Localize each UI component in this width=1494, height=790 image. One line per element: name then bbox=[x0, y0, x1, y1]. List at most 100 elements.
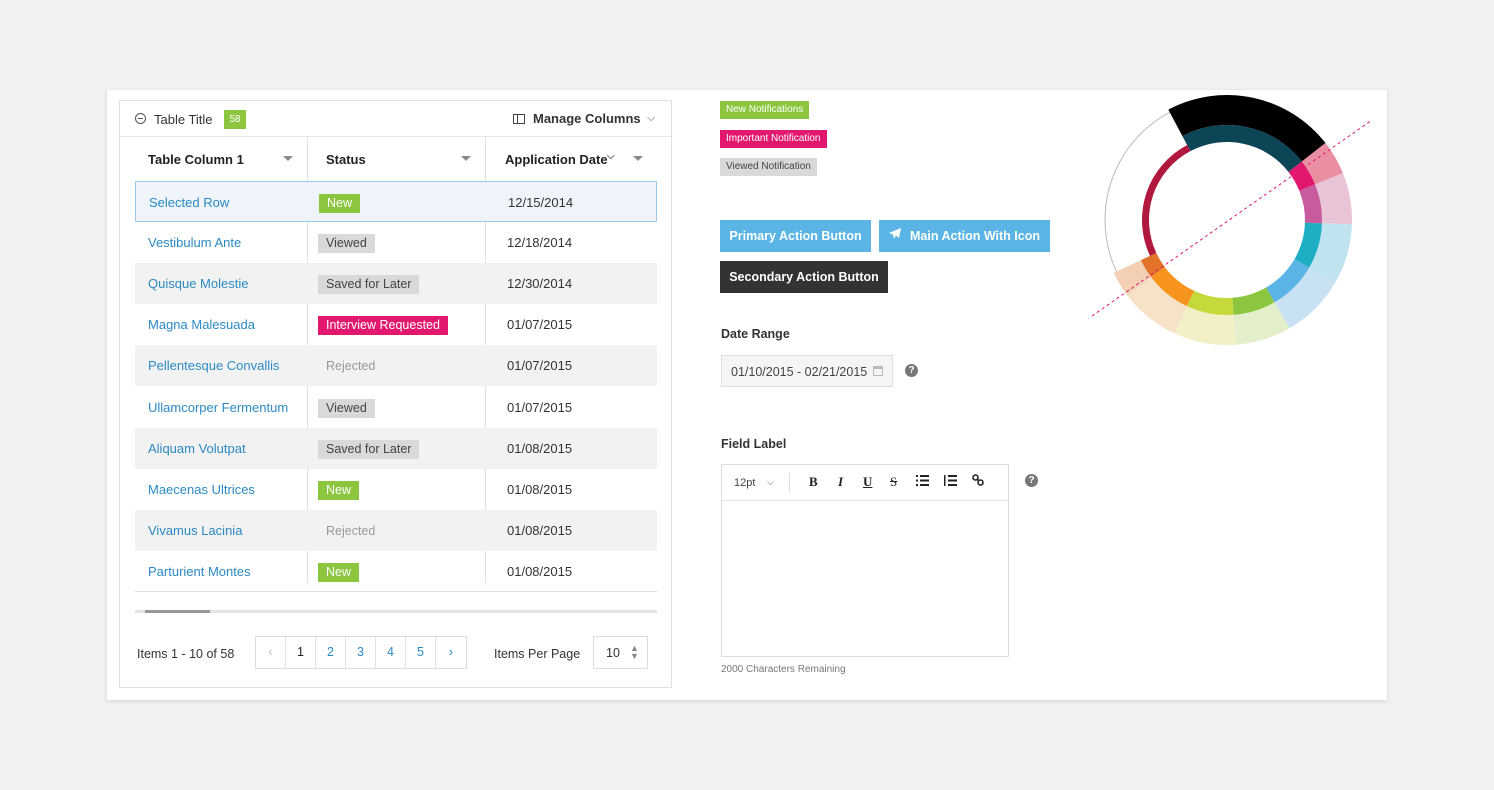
status-badge: New bbox=[319, 194, 361, 213]
ring-segment bbox=[1182, 125, 1302, 172]
ring-segment bbox=[1140, 252, 1165, 278]
sort-arrow-icon[interactable] bbox=[633, 156, 643, 161]
ring-segment bbox=[1294, 222, 1322, 268]
collapse-icon[interactable] bbox=[135, 113, 146, 124]
application-date: 01/07/2015 bbox=[507, 399, 573, 415]
table-row[interactable]: Parturient Montes New 01/08/2015 bbox=[135, 551, 657, 592]
application-date: 12/30/2014 bbox=[507, 276, 573, 292]
link-icon[interactable] bbox=[972, 474, 984, 489]
editor-toolbar: 12pt ⌵ B I U S bbox=[722, 465, 1008, 501]
columns-icon[interactable] bbox=[513, 114, 525, 124]
row-name-link[interactable]: Selected Row bbox=[149, 195, 230, 210]
page-button-4[interactable]: 4 bbox=[376, 637, 406, 668]
strikethrough-button[interactable]: S bbox=[890, 474, 898, 489]
table-header-bar: Table Title 58 Manage Columns ⌵ bbox=[120, 101, 671, 137]
horizontal-scrollbar[interactable] bbox=[135, 610, 657, 613]
application-date: 01/08/2015 bbox=[507, 440, 573, 456]
table-row[interactable]: Ullamcorper Fermentum Viewed 01/07/2015 bbox=[135, 387, 657, 428]
row-name-link[interactable]: Magna Malesuada bbox=[148, 317, 255, 333]
row-name-link[interactable]: Parturient Montes bbox=[148, 563, 251, 579]
help-icon[interactable]: ? bbox=[1025, 474, 1038, 487]
bold-button[interactable]: B bbox=[809, 474, 818, 489]
numbered-list-icon[interactable] bbox=[944, 474, 957, 489]
status-badge: Viewed bbox=[318, 398, 375, 418]
status-badge: New bbox=[318, 562, 360, 582]
row-name-link[interactable]: Maecenas Ultrices bbox=[148, 481, 255, 497]
date-range-input[interactable]: 01/10/2015 - 02/21/2015 bbox=[721, 355, 893, 387]
underline-button[interactable]: U bbox=[863, 474, 873, 489]
row-name-link[interactable]: Quisque Molestie bbox=[148, 276, 249, 292]
application-date: 01/08/2015 bbox=[507, 481, 573, 497]
items-per-page-label: Items Per Page bbox=[494, 647, 581, 661]
paper-plane-icon bbox=[889, 220, 902, 252]
application-date: 12/15/2014 bbox=[508, 195, 574, 210]
table-row[interactable]: Vivamus Lacinia Rejected 01/08/2015 bbox=[135, 509, 657, 551]
column-header-label: Table Column 1 bbox=[148, 152, 244, 167]
column-header-1[interactable]: Table Column 1 bbox=[135, 137, 307, 181]
row-name-link[interactable]: Aliquam Volutpat bbox=[148, 440, 246, 456]
table-row[interactable]: Aliquam Volutpat Saved for Later 01/08/201… bbox=[135, 427, 657, 469]
help-icon[interactable]: ? bbox=[905, 364, 918, 377]
important-notification-badge[interactable]: Important Notification bbox=[720, 130, 827, 148]
font-size-select[interactable]: 12pt bbox=[734, 477, 756, 489]
ring-segment bbox=[1142, 144, 1191, 256]
new-notification-badge[interactable]: New Notifications bbox=[720, 101, 810, 119]
column-header-date[interactable]: Application Date ⌵ bbox=[492, 137, 662, 181]
prev-page-button[interactable]: ‹ bbox=[256, 637, 286, 668]
button-label: Main Action With Icon bbox=[910, 229, 1040, 243]
status-badge: Saved for Later bbox=[318, 439, 420, 459]
diagonal-guide-line bbox=[1092, 119, 1373, 317]
ring-segment bbox=[1232, 287, 1275, 315]
sort-arrow-icon[interactable] bbox=[461, 156, 471, 161]
table-row[interactable]: Vestibulum Ante Viewed 12/18/2014 bbox=[135, 222, 657, 263]
chevron-down-icon[interactable]: ⌵ bbox=[607, 151, 615, 162]
application-date: 01/07/2015 bbox=[507, 358, 573, 374]
next-page-button[interactable]: › bbox=[448, 645, 454, 659]
table-row-selected[interactable]: Selected Row New 12/15/2014 bbox=[135, 181, 657, 222]
bullet-list-icon[interactable] bbox=[916, 474, 929, 489]
table-row[interactable]: Magna Malesuada Interview Requested 01/07/… bbox=[135, 304, 657, 345]
row-name-link[interactable]: Vestibulum Ante bbox=[148, 235, 242, 251]
status-badge: Rejected bbox=[326, 359, 376, 374]
row-name-link[interactable]: Ullamcorper Fermentum bbox=[148, 399, 289, 415]
application-date: 12/18/2014 bbox=[507, 235, 573, 251]
table-row[interactable]: Pellentesque Convallis Rejected 01/07/2015 bbox=[135, 345, 657, 387]
column-header-label: Status bbox=[326, 152, 366, 167]
pagination: ‹ 1 2 3 4 5 › bbox=[255, 636, 467, 669]
updown-arrow-icon: ▲ ▼ bbox=[630, 643, 639, 661]
sort-arrow-icon[interactable] bbox=[283, 156, 293, 161]
data-table-panel: Table Title 58 Manage Columns ⌵ Table Co… bbox=[119, 100, 672, 688]
ring-segment bbox=[1274, 267, 1336, 329]
table-row[interactable]: Quisque Molestie Saved for Later 12/30/201… bbox=[135, 263, 657, 305]
viewed-notification-badge[interactable]: Viewed Notification bbox=[720, 158, 817, 176]
items-count: Items 1 - 10 of 58 bbox=[137, 647, 235, 661]
column-header-label: Application Date bbox=[505, 152, 608, 167]
ring-segment bbox=[1233, 302, 1290, 345]
row-name-link[interactable]: Pellentesque Convallis bbox=[148, 358, 280, 374]
items-per-page-select[interactable]: 10 ▲ ▼ bbox=[593, 636, 648, 669]
table-count-badge: 58 bbox=[224, 110, 246, 129]
calendar-icon[interactable] bbox=[873, 366, 883, 376]
scrollbar-thumb[interactable] bbox=[145, 610, 210, 613]
column-header-status[interactable]: Status bbox=[313, 137, 485, 181]
status-badge: Saved for Later bbox=[318, 275, 420, 295]
main-action-with-icon-button[interactable]: Main Action With Icon bbox=[879, 220, 1050, 252]
ring-segment bbox=[1168, 94, 1326, 162]
page-button-1[interactable]: 1 bbox=[286, 637, 316, 668]
ring-segment bbox=[1174, 306, 1236, 345]
page-button-3[interactable]: 3 bbox=[346, 637, 376, 668]
primary-action-button[interactable]: Primary Action Button bbox=[720, 220, 871, 252]
color-wheel-graphic bbox=[1092, 94, 1373, 345]
manage-columns-button[interactable]: Manage Columns bbox=[533, 111, 641, 126]
secondary-action-button[interactable]: Secondary Action Button bbox=[720, 261, 888, 293]
table-row[interactable]: Maecenas Ultrices New 01/08/2015 bbox=[135, 469, 657, 510]
rich-text-editor[interactable]: 12pt ⌵ B I U S bbox=[721, 464, 1009, 657]
page-button-2[interactable]: 2 bbox=[316, 637, 346, 668]
chevron-down-icon[interactable]: ⌵ bbox=[647, 112, 656, 124]
italic-button[interactable]: I bbox=[838, 474, 844, 489]
items-per-page-value: 10 bbox=[606, 646, 620, 660]
page-button-5[interactable]: 5 bbox=[406, 637, 436, 668]
ring-segment bbox=[1127, 277, 1187, 334]
chevron-down-icon[interactable]: ⌵ bbox=[767, 477, 774, 487]
row-name-link[interactable]: Vivamus Lacinia bbox=[148, 522, 243, 538]
